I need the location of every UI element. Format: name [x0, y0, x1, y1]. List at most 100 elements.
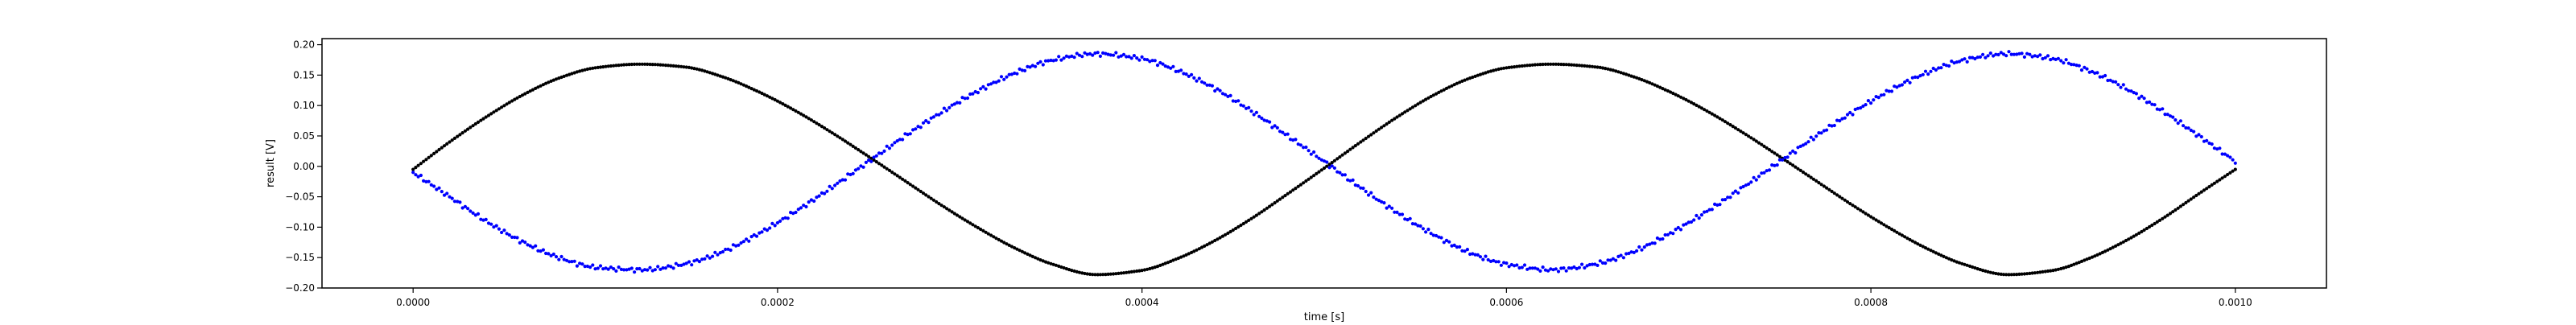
data-point — [2114, 80, 2118, 84]
data-point — [2212, 181, 2216, 185]
data-point — [758, 231, 762, 235]
data-point — [510, 235, 514, 239]
data-point — [2095, 71, 2099, 75]
data-point — [762, 227, 766, 231]
data-point — [1929, 69, 1933, 73]
data-point — [568, 260, 572, 264]
data-point — [1856, 106, 1860, 110]
data-point — [2106, 248, 2110, 252]
data-point — [937, 113, 941, 117]
data-point — [973, 89, 977, 94]
data-point — [1286, 132, 1290, 136]
data-point — [544, 81, 548, 85]
data-point — [2171, 210, 2175, 214]
data-point — [1963, 57, 1967, 61]
data-point — [2087, 256, 2091, 261]
data-point — [848, 142, 852, 146]
data-point — [1075, 51, 1079, 56]
data-point — [1650, 82, 1654, 86]
data-point — [726, 247, 730, 251]
data-point — [1312, 150, 1316, 154]
data-point — [505, 102, 509, 106]
data-point — [1598, 259, 1602, 263]
data-point — [768, 95, 772, 99]
data-point — [1984, 56, 1988, 60]
data-point — [440, 190, 444, 194]
data-point — [1171, 64, 1175, 68]
data-point — [1431, 93, 1435, 97]
data-point — [1041, 259, 1045, 263]
data-point — [1020, 249, 1024, 253]
data-point — [476, 212, 481, 216]
data-point — [476, 120, 481, 124]
data-point — [1744, 133, 1748, 137]
data-point — [1642, 79, 1646, 83]
data-point — [1421, 227, 1425, 231]
data-point — [1686, 99, 1690, 103]
data-point — [1897, 232, 1901, 236]
data-point — [1101, 51, 1105, 55]
data-point — [2022, 272, 2026, 276]
data-point — [1944, 256, 1948, 260]
data-point — [1315, 154, 1319, 158]
data-point — [1142, 268, 1146, 272]
data-point — [1410, 105, 1414, 109]
data-point — [919, 125, 923, 130]
data-point — [1918, 74, 1922, 78]
data-point — [1804, 142, 1808, 146]
data-point — [598, 65, 603, 69]
data-point — [1942, 63, 1946, 67]
data-point — [2041, 56, 2045, 61]
data-point — [557, 257, 561, 261]
data-point — [697, 260, 702, 264]
data-point — [674, 261, 678, 265]
data-point — [880, 151, 884, 155]
data-point — [1965, 60, 1969, 64]
data-point — [473, 121, 477, 126]
data-point — [2197, 133, 2201, 137]
data-point — [2036, 270, 2040, 274]
data-point — [656, 63, 660, 67]
data-point — [2074, 261, 2079, 265]
data-point — [1562, 266, 1566, 270]
data-point — [853, 146, 857, 150]
data-point — [867, 154, 871, 158]
data-point — [1723, 198, 1728, 202]
data-point — [1627, 73, 1631, 77]
data-point — [1380, 200, 1384, 204]
data-point — [1843, 116, 1847, 120]
data-point — [1340, 173, 1344, 177]
data-point — [1476, 253, 1480, 257]
data-point — [703, 69, 707, 73]
data-point — [2127, 237, 2131, 241]
data-point — [1611, 257, 1615, 261]
data-point — [612, 267, 616, 271]
data-point — [924, 119, 928, 123]
data-point — [562, 257, 566, 261]
data-point — [2189, 128, 2193, 133]
data-point — [1507, 265, 1511, 269]
data-point — [492, 110, 496, 114]
data-point — [1773, 151, 1777, 155]
data-point — [929, 116, 933, 120]
data-point — [804, 204, 808, 209]
data-point — [1484, 254, 1488, 258]
data-point — [775, 99, 780, 103]
data-point — [1570, 63, 1574, 67]
data-point — [1614, 258, 1618, 262]
data-point — [1640, 78, 1644, 82]
data-point — [1002, 77, 1006, 81]
data-point — [1952, 61, 1956, 65]
data-point — [1567, 63, 1571, 67]
data-point — [588, 67, 592, 71]
data-point — [1596, 263, 1600, 267]
data-point — [851, 144, 855, 148]
data-point — [471, 211, 475, 215]
data-point — [635, 62, 639, 66]
data-point — [796, 208, 800, 212]
data-point — [2001, 273, 2006, 277]
data-point — [773, 224, 777, 228]
data-point — [819, 191, 824, 195]
data-point — [2218, 178, 2222, 182]
data-point — [692, 259, 696, 263]
